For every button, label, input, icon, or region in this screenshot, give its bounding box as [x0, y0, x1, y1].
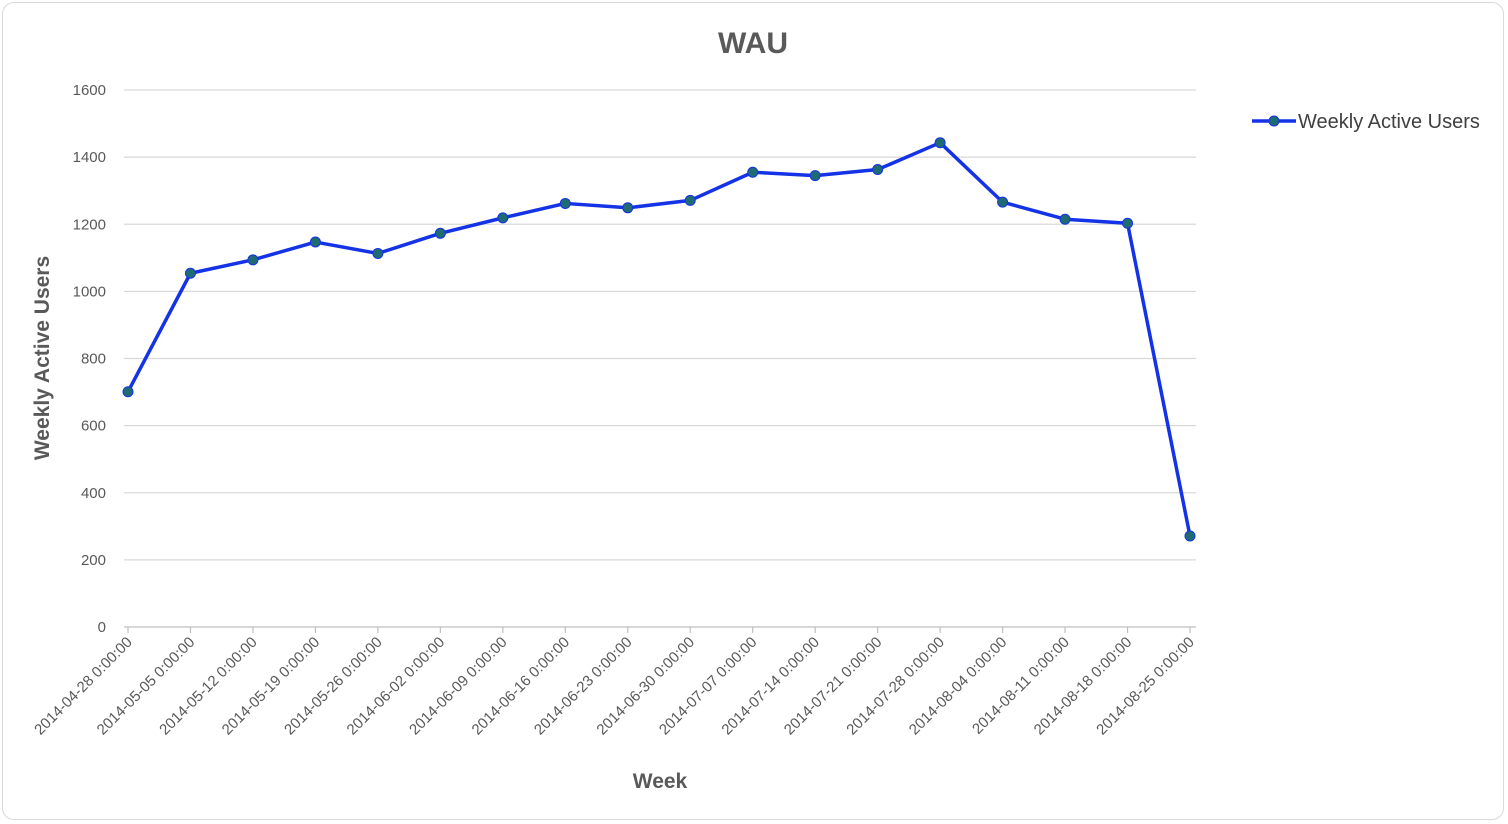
y-tick-label: 0 [98, 619, 106, 636]
data-point [372, 247, 384, 259]
legend-label: Weekly Active Users [1298, 111, 1480, 133]
data-point [497, 212, 509, 224]
series-group [122, 137, 1196, 542]
data-point [559, 197, 571, 209]
legend-marker-swatch [1268, 115, 1280, 127]
data-point [684, 194, 696, 206]
chart-title: WAU [718, 27, 788, 60]
gridlines [124, 89, 1196, 561]
y-tick-label: 1000 [73, 283, 106, 300]
x-axis-title: Week [633, 770, 688, 793]
legend: Weekly Active Users [1252, 111, 1480, 133]
series-line [126, 140, 1192, 538]
data-point [122, 386, 134, 398]
data-point [184, 267, 196, 279]
y-tick-label: 800 [81, 351, 106, 368]
data-point [1059, 213, 1071, 225]
data-point [309, 236, 321, 248]
data-point [622, 202, 634, 214]
y-tick-label: 400 [81, 485, 106, 502]
data-point [872, 164, 884, 176]
y-axis-ticks: 0 200 400 600 800 1000 1200 1400 1600 [73, 82, 106, 636]
data-point [1184, 530, 1196, 542]
y-tick-label: 600 [81, 418, 106, 435]
data-point [747, 166, 759, 178]
y-tick-label: 200 [81, 552, 106, 569]
data-point [1122, 217, 1134, 229]
y-tick-label: 1400 [73, 149, 106, 166]
y-axis-title: Weekly Active Users [31, 256, 54, 460]
data-point [934, 137, 946, 149]
y-tick-label: 1600 [73, 82, 106, 99]
data-point [247, 254, 259, 266]
y-tick-label: 1200 [73, 216, 106, 233]
data-point [809, 170, 821, 182]
data-point [997, 196, 1009, 208]
data-point [434, 227, 446, 239]
